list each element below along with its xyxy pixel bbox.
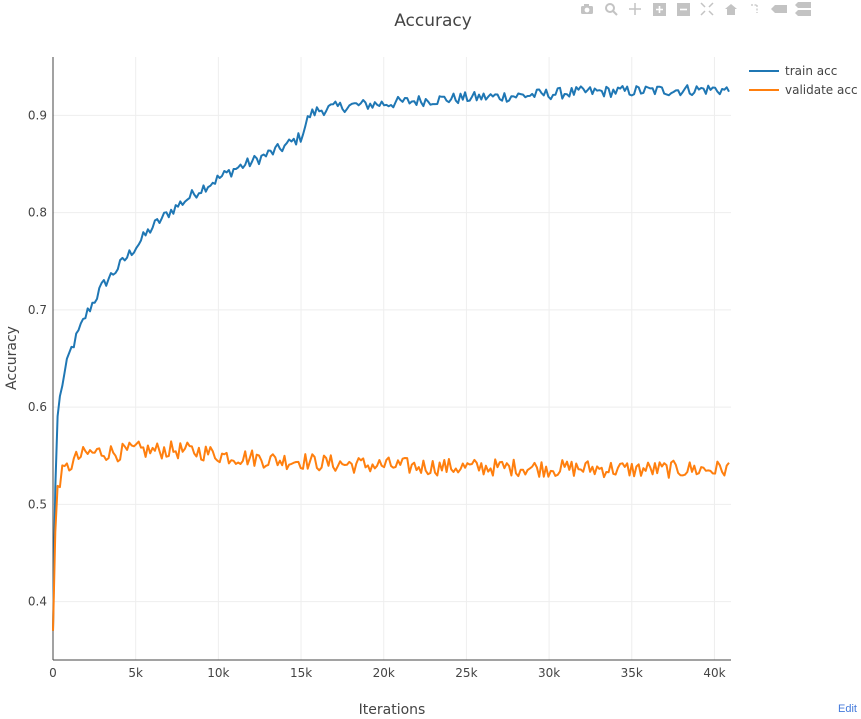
spike-lines-icon[interactable] <box>746 0 764 18</box>
zoom-out-icon[interactable] <box>674 0 692 18</box>
y-tick-label: 0.9 <box>28 108 47 122</box>
series-layer <box>52 84 730 631</box>
hover-closest-icon[interactable] <box>770 0 788 18</box>
x-axis: 0 5k 10k 15k 20k 25k 30k 35k 40k <box>49 659 731 680</box>
x-tick-label: 35k <box>621 666 643 680</box>
grid-lines <box>53 57 731 660</box>
zoom-in-icon[interactable] <box>650 0 668 18</box>
y-axis-label: Accuracy <box>4 326 20 390</box>
legend-label[interactable]: validate acc <box>785 83 858 97</box>
x-tick-label: 15k <box>290 666 312 680</box>
x-tick-label: 20k <box>373 666 395 680</box>
y-tick-label: 0.8 <box>28 206 47 220</box>
x-tick-label: 10k <box>207 666 229 680</box>
x-tick-label: 30k <box>538 666 560 680</box>
modebar <box>578 0 812 18</box>
x-tick-label: 25k <box>455 666 477 680</box>
edit-link[interactable]: Edit <box>838 703 857 715</box>
series-line-0 <box>52 84 730 631</box>
x-axis-label: Iterations <box>359 702 426 718</box>
y-tick-label: 0.5 <box>28 497 47 511</box>
y-axis: 0.4 0.5 0.6 0.7 0.8 0.9 <box>28 57 54 660</box>
legend-label[interactable]: train acc <box>785 64 837 78</box>
series-line-1 <box>52 440 730 631</box>
y-tick-label: 0.6 <box>28 400 47 414</box>
y-tick-label: 0.4 <box>28 595 47 609</box>
hover-compare-icon[interactable] <box>794 0 812 18</box>
camera-icon[interactable] <box>578 0 596 18</box>
pan-icon[interactable] <box>626 0 644 18</box>
y-tick-label: 0.7 <box>28 303 47 317</box>
x-tick-label: 0 <box>49 666 57 680</box>
x-tick-label: 40k <box>703 666 725 680</box>
zoom-icon[interactable] <box>602 0 620 18</box>
autoscale-icon[interactable] <box>698 0 716 18</box>
reset-axes-icon[interactable] <box>722 0 740 18</box>
legend[interactable]: train acc validate acc <box>749 64 858 97</box>
x-tick-label: 5k <box>128 666 143 680</box>
chart-title: Accuracy <box>394 11 472 31</box>
